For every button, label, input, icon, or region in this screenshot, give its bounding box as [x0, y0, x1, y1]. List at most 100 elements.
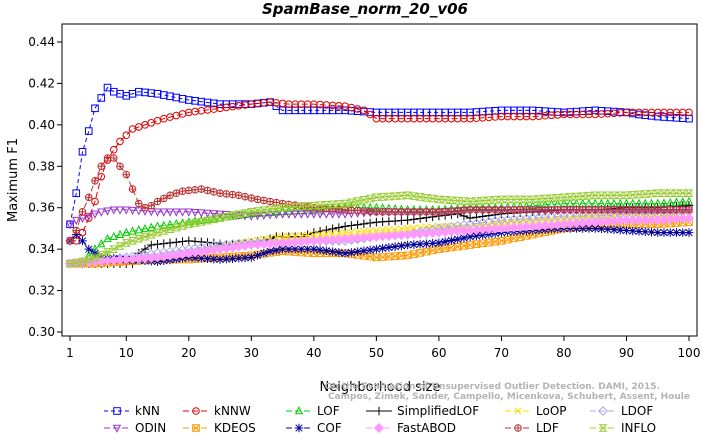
point-COF-92	[634, 227, 644, 236]
x-tick-label: 100	[678, 346, 701, 360]
point-LDF-9	[116, 162, 124, 171]
point-COF-44	[334, 248, 344, 257]
point-COF-26	[222, 254, 231, 264]
point-SimplifiedLOF-14	[146, 240, 156, 250]
legend-item-LDOF: LDOF	[590, 404, 653, 418]
legend-item-kNNW: kNNW	[183, 404, 251, 418]
point-LDF-88	[610, 205, 618, 214]
legend-marker-KDEOS	[192, 424, 200, 432]
point-COF-56	[409, 240, 419, 249]
point-INFLO-14	[146, 230, 156, 239]
point-LoOP-39	[303, 231, 312, 239]
point-LDF-73	[516, 205, 524, 214]
point-INFLO-34	[271, 204, 281, 213]
point-COF-89	[615, 225, 625, 235]
point-LDF-28	[235, 191, 243, 200]
point-LDF-10	[122, 170, 131, 179]
point-LOF-82	[572, 198, 581, 207]
point-LDF-16	[159, 194, 168, 203]
point-INFLO-29	[240, 209, 250, 217]
point-LDF-49	[366, 207, 374, 216]
legend: kNN kNNW LOF SimplifiedLOF LoOP LDOF ODIN KDEOS…	[104, 404, 656, 434]
y-tick-label: 0.30	[28, 325, 55, 339]
point-INFLO-10	[121, 239, 131, 247]
point-COF-66	[472, 231, 481, 241]
point-COF-61	[440, 237, 450, 246]
point-LOF-85	[591, 198, 600, 207]
point-COF-34	[272, 245, 281, 255]
point-LDF-86	[597, 205, 606, 214]
point-LDF-89	[616, 205, 625, 214]
point-kNNW-9	[116, 137, 124, 146]
point-LDF-72	[510, 205, 518, 214]
point-INFLO-13	[140, 232, 150, 241]
legend-label: kNN	[135, 404, 160, 418]
point-kNN-5	[91, 104, 99, 113]
series-group	[64, 83, 695, 269]
point-LoOP-44	[335, 229, 343, 237]
point-LoOP-50	[372, 226, 381, 235]
point-LoOP-37	[291, 232, 299, 240]
point-LoOP-47	[353, 228, 362, 236]
legend-item-INFLO: INFLO	[590, 421, 656, 434]
point-LDF-78	[547, 205, 556, 214]
point-LDF-21	[191, 185, 199, 194]
point-LDF-13	[141, 203, 149, 212]
point-SimplifiedLOF-43	[328, 224, 337, 234]
x-tick-label: 80	[556, 346, 571, 360]
point-LDF-54	[397, 208, 406, 216]
legend-item-LoOP: LoOP	[505, 404, 567, 418]
point-kNNW-49	[366, 110, 374, 119]
point-ODIN-2	[72, 216, 81, 226]
point-COF-32	[259, 248, 269, 258]
point-INFLO-19	[178, 222, 188, 230]
point-INFLO-100	[684, 189, 694, 198]
point-LDF-20	[184, 186, 193, 195]
point-LDF-14	[147, 201, 156, 210]
point-INFLO-25	[215, 214, 225, 222]
point-COF-31	[253, 251, 262, 260]
point-kNNW-10	[122, 131, 131, 140]
point-ODIN-19	[178, 208, 187, 217]
point-LDF-64	[460, 206, 468, 214]
point-SimplifiedLOF-17	[165, 238, 175, 248]
point-LOF-7	[103, 233, 112, 243]
point-INFLO-4	[84, 255, 94, 264]
point-LDF-71	[503, 205, 512, 214]
point-LDF-83	[578, 205, 587, 214]
point-LDF-4	[84, 193, 93, 202]
point-COF-83	[578, 224, 588, 233]
point-LDF-26	[222, 190, 231, 198]
point-LDF-99	[678, 205, 687, 214]
plot-area	[61, 23, 698, 337]
point-ODIN-37	[290, 210, 300, 219]
point-LDF-74	[522, 205, 531, 214]
point-ODIN-24	[209, 210, 218, 219]
point-COF-28	[234, 253, 244, 263]
x-tick-label: 30	[244, 346, 259, 360]
point-LDF-52	[385, 208, 393, 216]
point-INFLO-7	[103, 248, 113, 256]
point-LoOP-38	[297, 231, 305, 240]
point-LOF-8	[109, 231, 118, 241]
x-tick-label: 50	[369, 346, 384, 360]
point-COF-42	[322, 246, 331, 256]
point-LoOP-54	[397, 225, 406, 233]
legend-marker-ODIN	[112, 424, 122, 433]
credit-line-2: On the Evaluation of Unsupervised Outlie…	[325, 382, 660, 392]
point-kNN-2	[72, 189, 81, 198]
point-INFLO-15	[153, 228, 163, 237]
point-LDF-96	[660, 205, 668, 214]
point-COF-97	[665, 228, 675, 237]
point-COF-87	[603, 224, 613, 234]
point-LoOP-45	[341, 228, 349, 237]
point-LDF-22	[197, 185, 206, 193]
point-LDF-18	[172, 189, 181, 198]
point-LDF-24	[210, 188, 218, 196]
point-LOF-16	[159, 220, 168, 229]
point-ODIN-32	[259, 211, 268, 221]
point-INFLO-45	[340, 199, 350, 208]
point-INFLO-17	[165, 225, 175, 234]
point-LDF-8	[109, 154, 118, 162]
